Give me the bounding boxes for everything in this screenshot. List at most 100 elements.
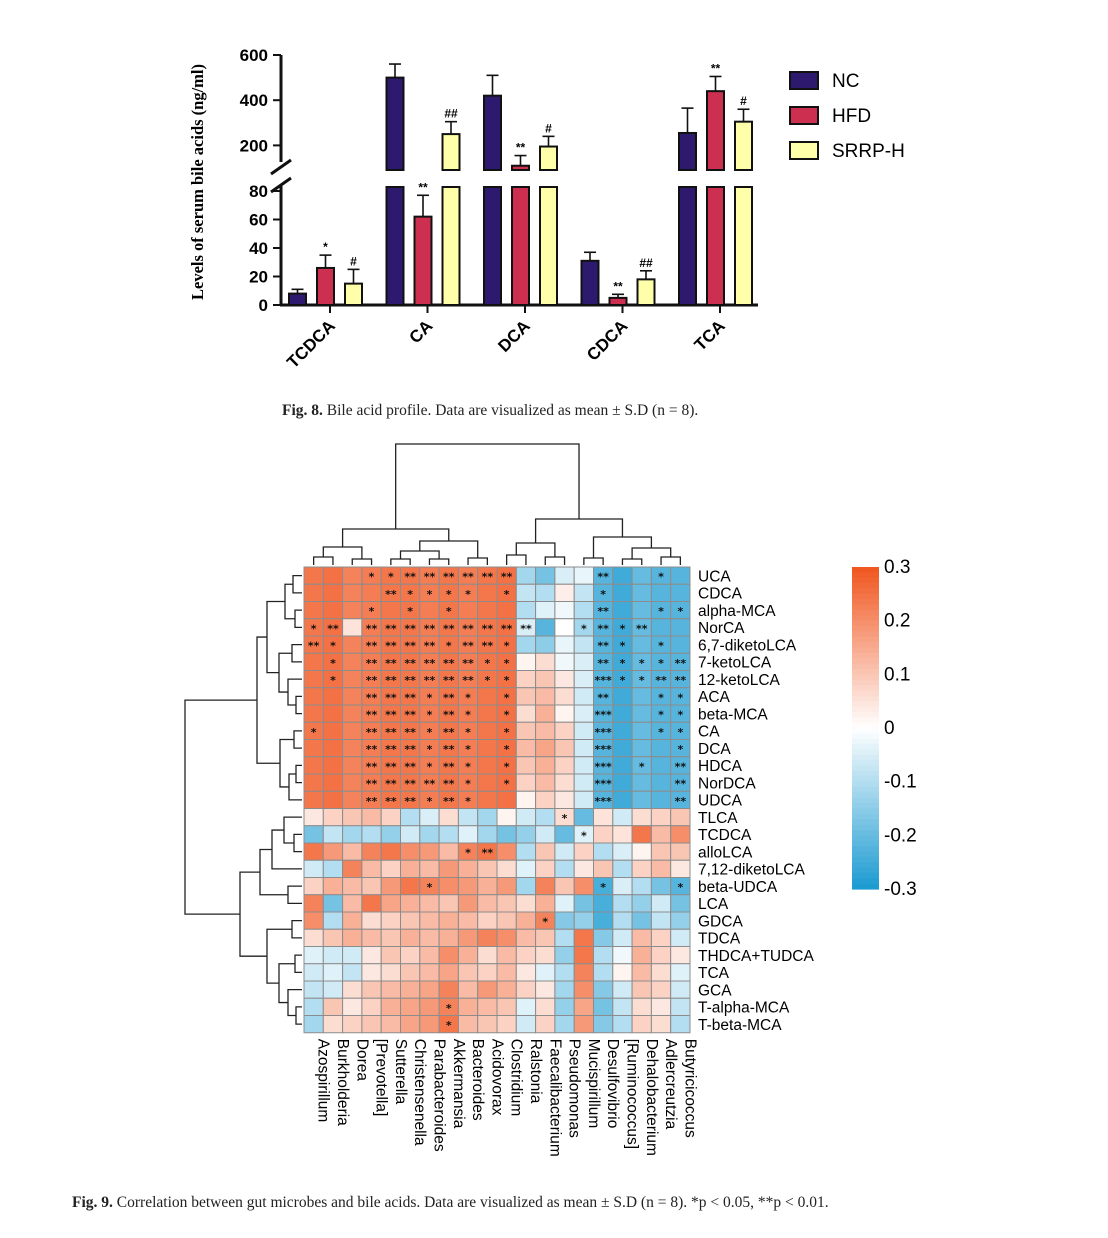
heatmap-cell bbox=[361, 842, 382, 861]
significance-mark: * bbox=[427, 709, 433, 722]
significance-mark: ** bbox=[366, 622, 378, 635]
significance-mark: * bbox=[658, 605, 664, 618]
significance-mark: * bbox=[407, 588, 413, 601]
heatmap-cell bbox=[400, 825, 421, 844]
significance-mark: ** bbox=[443, 760, 455, 773]
heatmap-cell bbox=[303, 928, 324, 947]
row-label: TLCA bbox=[698, 810, 738, 827]
heatmap-cell bbox=[670, 997, 691, 1016]
significance-mark: ** bbox=[636, 622, 648, 635]
significance-mark: * bbox=[465, 760, 471, 773]
colorbar-segment bbox=[852, 695, 879, 702]
heatmap-cell bbox=[457, 894, 479, 913]
heatmap-cell bbox=[361, 877, 382, 896]
colorbar-tick-label: -0.3 bbox=[884, 879, 917, 900]
heatmap-cell bbox=[515, 980, 537, 999]
significance-mark: ** bbox=[443, 743, 455, 756]
heatmap-cell bbox=[342, 790, 363, 809]
heatmap-cell bbox=[573, 704, 595, 723]
heatmap-cell bbox=[631, 859, 652, 878]
heatmap-cell bbox=[380, 601, 402, 620]
significance-mark: * bbox=[465, 709, 471, 722]
column-dendrogram-link bbox=[505, 554, 527, 565]
significance-mark: * bbox=[658, 709, 664, 722]
heatmap-cell bbox=[670, 842, 691, 861]
bar-nc bbox=[483, 186, 502, 306]
significance-mark: * bbox=[620, 640, 626, 653]
significance-mark: ** bbox=[385, 588, 397, 601]
heatmap-cell bbox=[400, 808, 421, 827]
heatmap-cell bbox=[612, 1015, 633, 1034]
heatmap-cell bbox=[515, 721, 537, 740]
heatmap-cell bbox=[342, 842, 363, 861]
heatmap-cell bbox=[573, 911, 595, 930]
heatmap-cell bbox=[631, 842, 652, 861]
fig9-caption-label: Fig. 9. bbox=[72, 1194, 113, 1211]
row-dendrogram-link bbox=[291, 643, 302, 663]
heatmap-cell bbox=[496, 1015, 517, 1034]
significance-mark: *** bbox=[595, 760, 613, 773]
heatmap-cell bbox=[322, 928, 344, 947]
significance-mark: ** bbox=[404, 760, 416, 773]
heatmap-cell bbox=[400, 928, 421, 947]
heatmap-cell bbox=[535, 1015, 556, 1034]
significance-mark: ** bbox=[462, 622, 474, 635]
y-tick-label: 600 bbox=[240, 46, 268, 65]
row-label: GDCA bbox=[698, 913, 743, 930]
row-label: TCDCA bbox=[698, 827, 752, 844]
significance-mark: ** bbox=[366, 726, 378, 739]
heatmap-cell bbox=[573, 980, 595, 999]
heatmap-cell bbox=[612, 997, 633, 1016]
heatmap-cell bbox=[477, 601, 498, 620]
significance-mark: * bbox=[427, 588, 433, 601]
heatmap-cell bbox=[593, 997, 614, 1016]
heatmap-cell bbox=[342, 980, 363, 999]
significance-mark: * bbox=[658, 640, 664, 653]
heatmap-cell bbox=[342, 652, 363, 671]
heatmap-cell bbox=[612, 739, 633, 758]
heatmap-cell bbox=[670, 635, 691, 654]
heatmap-cell bbox=[650, 894, 672, 913]
colorbar-segment bbox=[852, 835, 879, 842]
significance-mark: * bbox=[465, 743, 471, 756]
heatmap-cell bbox=[593, 1015, 614, 1034]
heatmap-cell bbox=[303, 980, 324, 999]
heatmap-cell bbox=[650, 756, 672, 775]
significance-mark: * bbox=[658, 726, 664, 739]
row-dendrogram-link bbox=[293, 730, 302, 749]
significance-mark: * bbox=[369, 571, 375, 584]
legend-label-hfd: HFD bbox=[832, 106, 871, 127]
heatmap-cell bbox=[670, 894, 691, 913]
heatmap-cell bbox=[612, 842, 633, 861]
significance-mark: ** bbox=[404, 778, 416, 791]
significance-mark: ** bbox=[443, 778, 455, 791]
significance-mark: ** bbox=[424, 640, 436, 653]
heatmap-cell bbox=[670, 808, 691, 827]
heatmap-cell bbox=[380, 997, 402, 1016]
heatmap-cell bbox=[496, 859, 517, 878]
significance-mark: ** bbox=[597, 605, 609, 618]
column-dendrogram-link bbox=[390, 558, 411, 565]
heatmap-cell bbox=[612, 963, 633, 982]
row-dendrogram-link bbox=[294, 954, 302, 974]
heatmap-cell bbox=[322, 894, 344, 913]
heatmap-cell bbox=[612, 566, 633, 585]
heatmap-cell bbox=[554, 790, 575, 809]
colorbar-segment bbox=[852, 867, 879, 874]
heatmap-cell bbox=[342, 566, 363, 585]
row-dendrogram-link bbox=[184, 699, 257, 915]
heatmap-cell bbox=[554, 842, 575, 861]
row-dendrogram-link bbox=[239, 871, 267, 957]
row-dendrogram-link bbox=[266, 600, 285, 674]
heatmap-cell bbox=[438, 963, 459, 982]
heatmap-cell bbox=[322, 980, 344, 999]
significance-mark: # bbox=[545, 121, 552, 135]
heatmap-cell bbox=[361, 963, 382, 982]
heatmap-cell bbox=[650, 825, 672, 844]
heatmap-cell bbox=[535, 808, 556, 827]
heatmap-cell bbox=[322, 704, 344, 723]
significance-mark: ** bbox=[404, 743, 416, 756]
heatmap-cell bbox=[554, 877, 575, 896]
column-dendrogram-link bbox=[583, 557, 604, 565]
colorbar-segment bbox=[852, 813, 879, 820]
